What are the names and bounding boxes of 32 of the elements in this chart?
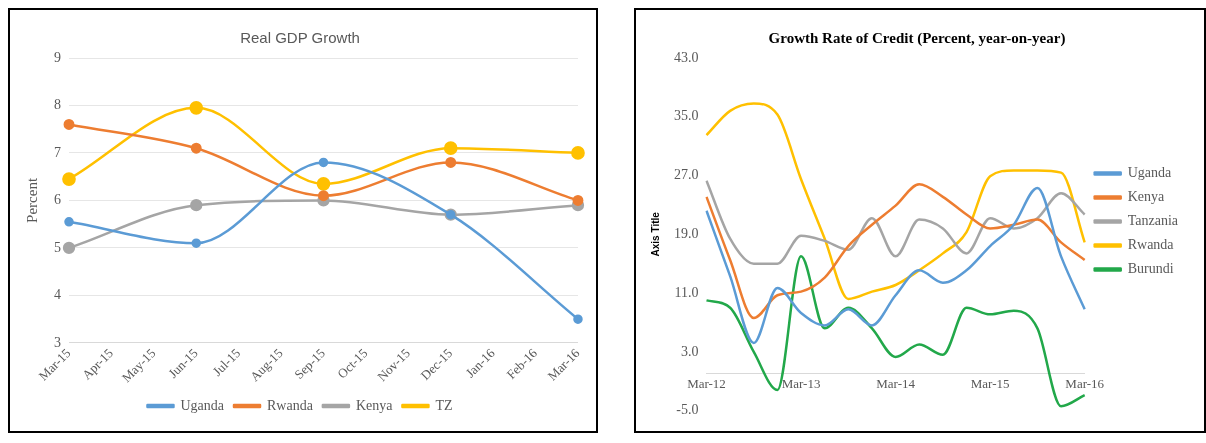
legend-label: Burundi bbox=[1127, 261, 1174, 277]
x-tick-label: Mar-14 bbox=[876, 376, 916, 392]
legend-label: Kenya bbox=[1127, 189, 1165, 205]
y-axis-title: Axis Title bbox=[649, 211, 661, 257]
chart-title: Real GDP Growth bbox=[240, 29, 360, 47]
legend-label: Rwanda bbox=[267, 397, 314, 413]
x-tick-label: Mar-12 bbox=[687, 376, 726, 392]
y-tick-label: 9 bbox=[54, 49, 61, 65]
y-tick-label: 27.0 bbox=[674, 167, 699, 183]
legend-label: Uganda bbox=[1127, 165, 1172, 181]
y-tick-label: 19.0 bbox=[674, 225, 699, 241]
y-tick-label: 35.0 bbox=[674, 108, 699, 124]
y-tick-label: 7 bbox=[54, 144, 61, 160]
y-tick-label: 6 bbox=[54, 192, 61, 208]
y-tick-label: 4 bbox=[54, 287, 61, 303]
y-axis-title: Percent bbox=[23, 177, 40, 223]
y-tick-label: 5 bbox=[54, 239, 61, 255]
x-tick-label: Mar-16 bbox=[1065, 376, 1105, 392]
y-tick-label: -5.0 bbox=[676, 402, 699, 418]
legend-label: Tanzania bbox=[1127, 213, 1179, 229]
x-tick-label: Mar-13 bbox=[781, 376, 821, 392]
legend-label: Kenya bbox=[355, 397, 394, 413]
y-tick-label: 11.0 bbox=[674, 284, 699, 300]
y-tick-label: 3.0 bbox=[681, 343, 699, 359]
legend-label: Uganda bbox=[180, 397, 225, 413]
legend-label: Rwanda bbox=[1127, 237, 1175, 253]
x-tick-label: Mar-15 bbox=[970, 376, 1010, 392]
y-tick-label: 8 bbox=[54, 97, 61, 113]
chart-title: Growth Rate of Credit (Percent, year-on-year) bbox=[768, 29, 1066, 47]
legend-label: TZ bbox=[435, 397, 453, 413]
y-tick-label: 3 bbox=[54, 334, 61, 350]
y-tick-label: 43.0 bbox=[674, 49, 699, 65]
